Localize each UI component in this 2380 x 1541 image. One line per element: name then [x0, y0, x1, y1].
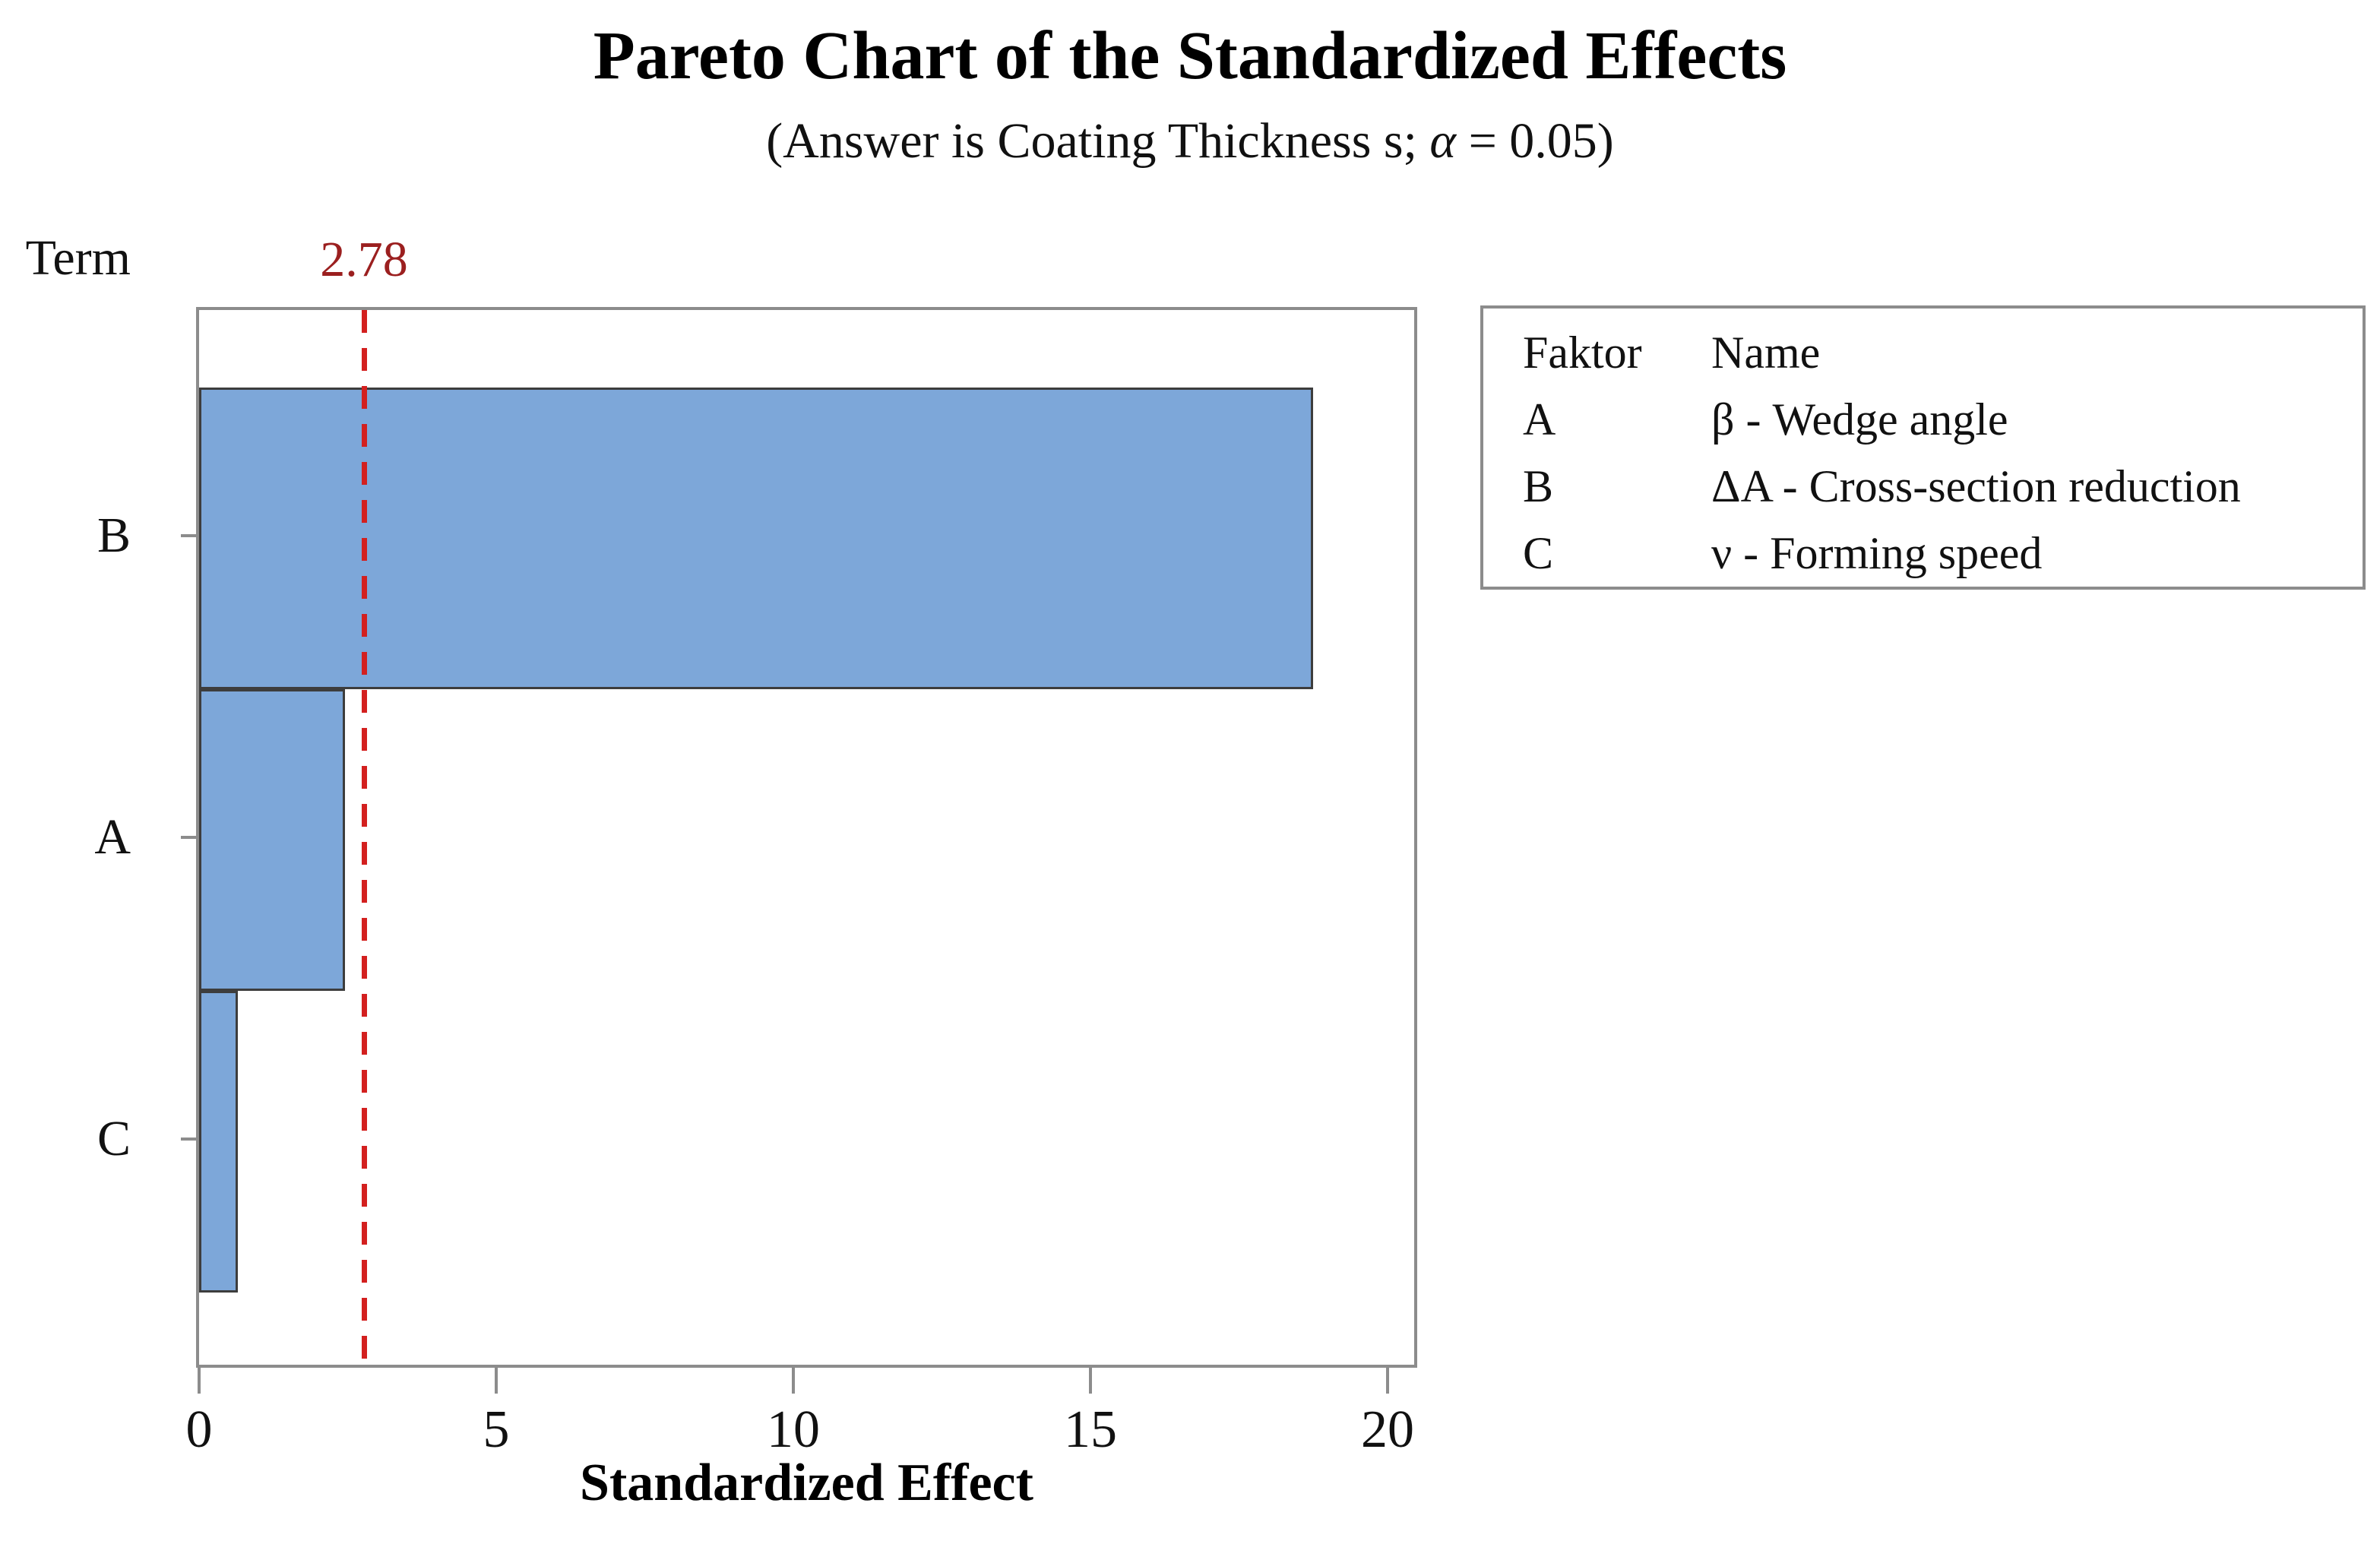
legend-header-name: Name: [1711, 327, 1821, 378]
x-tick-label-5: 5: [483, 1400, 510, 1459]
reference-line-value: 2.78: [320, 232, 408, 287]
plot-area: [196, 307, 1417, 1368]
y-axis-title: Term: [25, 230, 131, 286]
y-category-label-B: B: [97, 508, 131, 563]
x-tick-label-10: 10: [767, 1400, 820, 1459]
legend-header-row: Faktor Name: [1523, 319, 2363, 386]
x-tick-label-20: 20: [1361, 1400, 1414, 1459]
legend-name-C: ν - Forming speed: [1711, 527, 2043, 578]
alpha-symbol: α: [1429, 113, 1457, 169]
legend-factor-A: A: [1523, 394, 1556, 445]
subtitle-prefix: (Answer is Coating Thickness s;: [766, 113, 1430, 169]
legend-name-B: ΔA - Cross-section reduction: [1711, 460, 2241, 511]
y-category-label-A: A: [94, 809, 131, 865]
reference-line: [362, 310, 367, 1365]
x-axis-title: Standardized Effect: [580, 1454, 1033, 1512]
y-category-label-C: C: [97, 1111, 131, 1166]
bar-B: [199, 388, 1313, 689]
x-tick-label-0: 0: [185, 1400, 213, 1459]
x-tick-15: [1089, 1368, 1092, 1394]
legend-row-B: B ΔA - Cross-section reduction: [1523, 453, 2363, 520]
chart-subtitle: (Answer is Coating Thickness s; α = 0.05…: [0, 112, 2380, 170]
x-tick-5: [495, 1368, 498, 1394]
bar-C: [199, 991, 238, 1293]
legend-factor-C: C: [1523, 527, 1554, 578]
bar-A: [199, 689, 345, 991]
y-tick-C: [181, 1138, 196, 1141]
x-tick-label-15: 15: [1064, 1400, 1117, 1459]
y-tick-A: [181, 836, 196, 839]
legend-name-A: β - Wedge angle: [1711, 394, 2008, 445]
y-tick-B: [181, 534, 196, 537]
legend-header-factor: Faktor: [1523, 327, 1642, 378]
x-tick-20: [1386, 1368, 1389, 1394]
x-tick-0: [198, 1368, 201, 1394]
x-tick-10: [792, 1368, 795, 1394]
subtitle-suffix: = 0.05): [1456, 113, 1614, 169]
legend-factor-B: B: [1523, 460, 1554, 511]
chart-title: Pareto Chart of the Standardized Effects: [593, 18, 1787, 93]
